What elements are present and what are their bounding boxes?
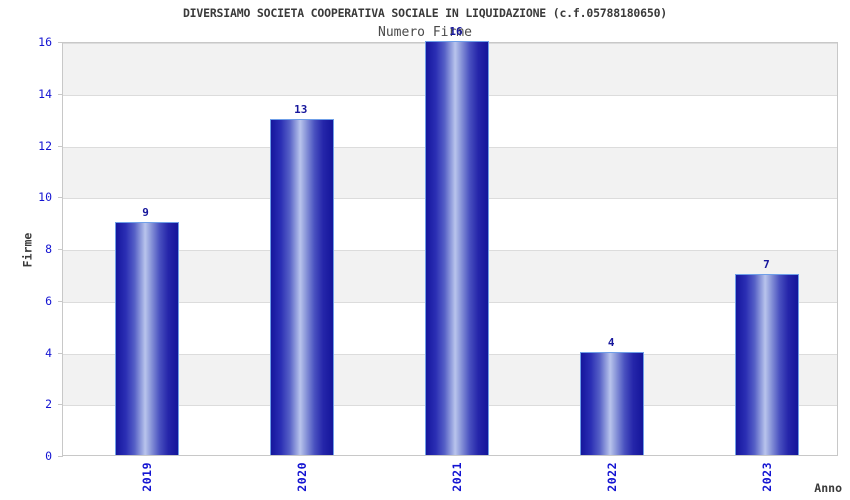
bar-value-label: 9 xyxy=(142,206,149,220)
bar-value-label: 13 xyxy=(294,102,308,116)
bar[interactable] xyxy=(425,41,489,455)
y-tick-mark xyxy=(58,145,63,147)
x-tick-label: 2023 xyxy=(760,462,775,492)
bars-layer xyxy=(63,41,837,455)
y-tick-label: 4 xyxy=(45,345,52,360)
bar[interactable] xyxy=(580,351,645,455)
x-tick-label: 2021 xyxy=(450,462,464,492)
y-tick-label: 10 xyxy=(38,190,52,205)
y-tick-mark xyxy=(58,404,63,406)
chart-subtitle: Numero Firme xyxy=(378,25,472,40)
y-tick-mark xyxy=(58,300,63,302)
y-tick-label: 16 xyxy=(38,35,52,49)
x-tick-label: 2020 xyxy=(294,462,309,492)
x-tick-label: 2022 xyxy=(605,462,620,492)
y-tick-mark xyxy=(58,249,63,250)
y-tick-mark xyxy=(58,197,63,199)
bar-value-label: 4 xyxy=(607,335,615,349)
chart-title: DIVERSIAMO SOCIETA COOPERATIVA SOCIALE I… xyxy=(182,6,668,20)
plot-area xyxy=(62,41,838,456)
y-tick-label: 0 xyxy=(45,449,52,463)
y-tick-label: 14 xyxy=(38,86,52,101)
y-tick-mark xyxy=(58,352,63,354)
x-axis-label: Anno xyxy=(814,481,842,495)
bar[interactable] xyxy=(735,273,800,455)
bar-value-label: 16 xyxy=(449,25,463,38)
y-tick-mark xyxy=(58,42,63,43)
y-tick-label: 2 xyxy=(45,397,52,412)
x-tick-label: 2019 xyxy=(139,462,154,492)
bar-value-label: 7 xyxy=(763,257,770,271)
y-tick-mark xyxy=(58,93,63,95)
y-tick-label: 12 xyxy=(38,138,52,153)
bar[interactable] xyxy=(114,222,179,455)
y-tick-mark xyxy=(58,456,63,457)
bar[interactable] xyxy=(269,118,334,455)
y-tick-label: 8 xyxy=(45,242,52,256)
y-tick-label: 6 xyxy=(45,293,52,308)
